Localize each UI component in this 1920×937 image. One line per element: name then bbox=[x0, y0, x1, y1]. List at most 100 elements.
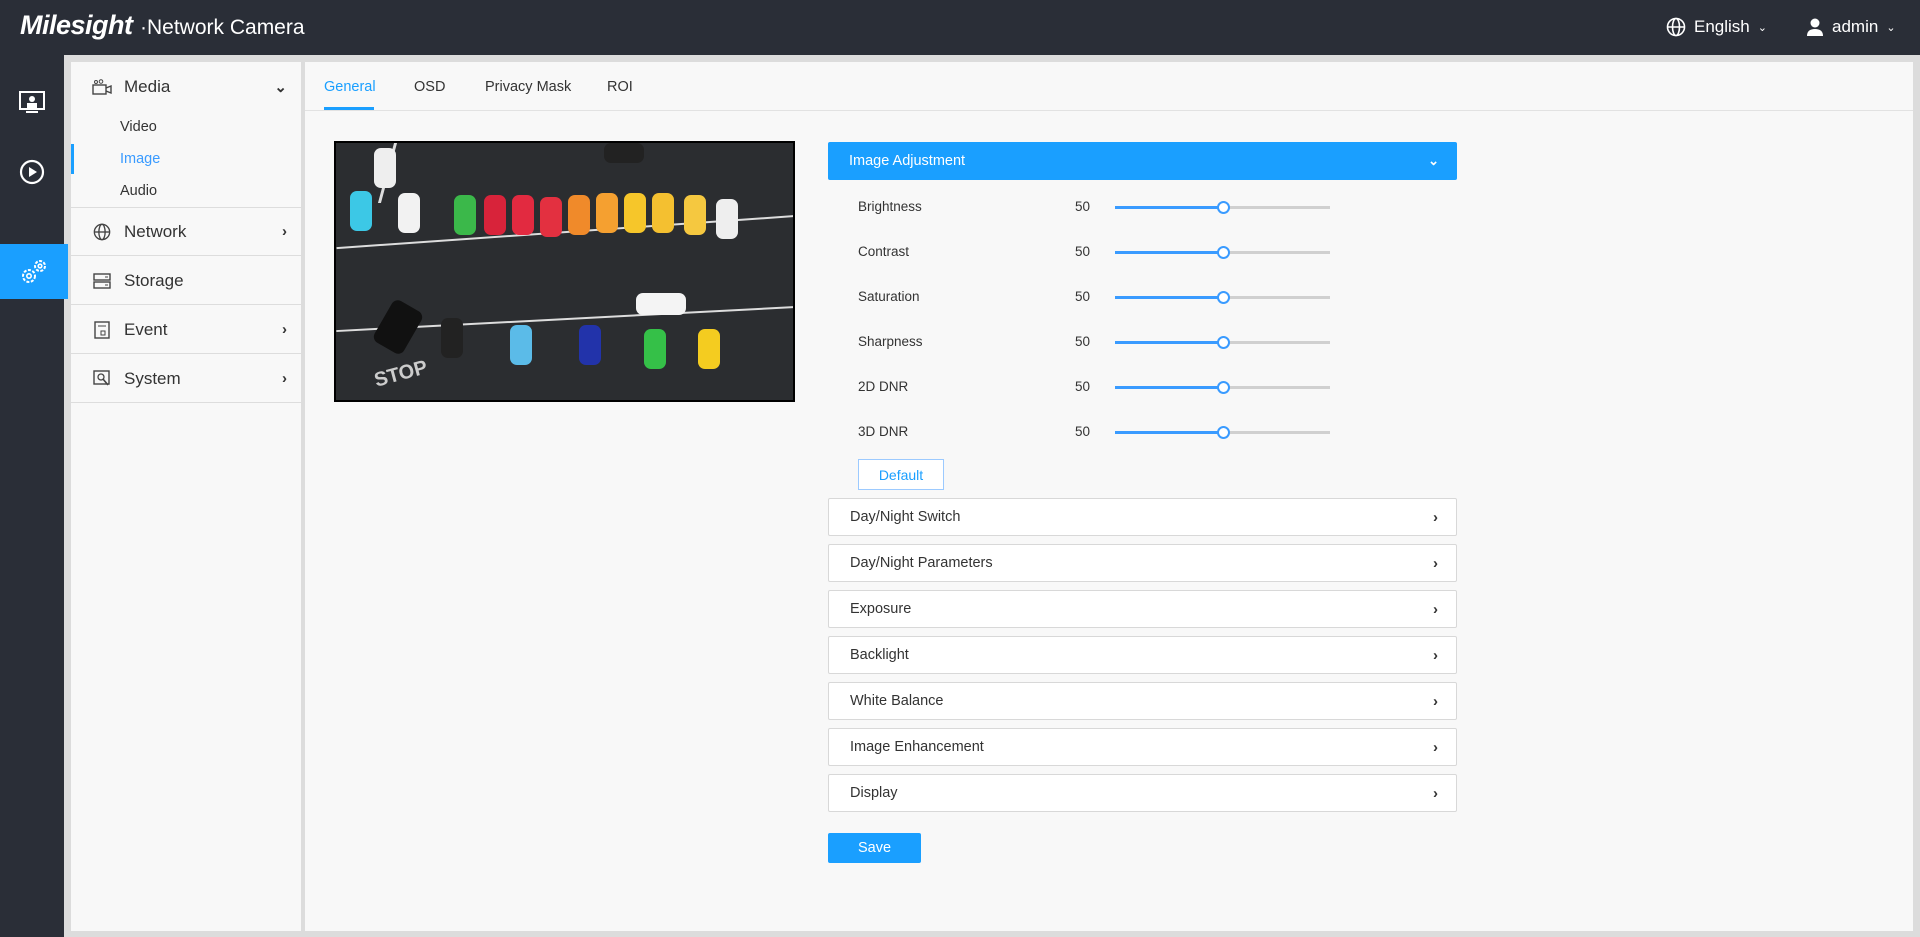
slider-row-2d-dnr: 2D DNR 50 bbox=[858, 377, 1378, 397]
slider-fill bbox=[1115, 431, 1223, 434]
logo: Milesight bbox=[20, 10, 133, 40]
chevron-down-icon: ⌄ bbox=[1757, 21, 1767, 34]
slider-handle[interactable] bbox=[1216, 246, 1230, 259]
sidebar-item-label: System bbox=[124, 368, 181, 388]
slider-fill bbox=[1115, 386, 1223, 389]
slider-track[interactable] bbox=[1115, 381, 1330, 394]
user-label: admin bbox=[1832, 17, 1879, 36]
slider-track[interactable] bbox=[1115, 336, 1330, 349]
playback-icon bbox=[19, 159, 45, 184]
section-backlight[interactable]: Backlight › bbox=[828, 636, 1457, 674]
save-button[interactable]: Save bbox=[828, 833, 921, 863]
sidebar-subitem-video[interactable]: Video bbox=[120, 119, 157, 135]
rail-live-view[interactable] bbox=[0, 75, 64, 130]
chevron-right-icon: › bbox=[1433, 738, 1438, 756]
tab-underline bbox=[324, 107, 374, 110]
sidebar: Media ⌄ Video Image Audio Network › Stor… bbox=[71, 62, 301, 931]
section-day-night-switch[interactable]: Day/Night Switch › bbox=[828, 498, 1457, 536]
stop-marking: STOP bbox=[371, 356, 430, 392]
main-panel: General OSD Privacy Mask ROI STOP Image … bbox=[305, 62, 1913, 931]
chevron-right-icon: › bbox=[1433, 508, 1438, 526]
chevron-right-icon: › bbox=[1433, 646, 1438, 664]
chevron-right-icon: › bbox=[1433, 600, 1438, 618]
slider-label: Saturation bbox=[858, 289, 920, 304]
section-title: Backlight bbox=[850, 647, 909, 663]
section-exposure[interactable]: Exposure › bbox=[828, 590, 1457, 628]
slider-handle[interactable] bbox=[1216, 426, 1230, 439]
language-label: English bbox=[1694, 17, 1750, 36]
sidebar-item-system[interactable]: System › bbox=[71, 355, 301, 403]
globe-icon bbox=[1666, 17, 1686, 37]
section-display[interactable]: Display › bbox=[828, 774, 1457, 812]
sidebar-item-label: Network bbox=[124, 221, 187, 241]
slider-handle[interactable] bbox=[1216, 336, 1230, 349]
slider-label: Brightness bbox=[858, 199, 922, 214]
user-menu[interactable]: admin ⌄ bbox=[1806, 17, 1896, 37]
slider-handle[interactable] bbox=[1216, 291, 1230, 304]
section-day-night-parameters[interactable]: Day/Night Parameters › bbox=[828, 544, 1457, 582]
divider bbox=[71, 207, 301, 208]
section-title: Image Adjustment bbox=[849, 153, 966, 169]
slider-fill bbox=[1115, 251, 1223, 254]
slider-row-sharpness: Sharpness 50 bbox=[858, 332, 1378, 352]
sidebar-subitem-audio[interactable]: Audio bbox=[120, 183, 158, 199]
tab-general[interactable]: General bbox=[324, 79, 376, 95]
chevron-right-icon: › bbox=[1433, 784, 1438, 802]
chevron-down-icon: ⌄ bbox=[274, 79, 287, 96]
slider-handle[interactable] bbox=[1216, 381, 1230, 394]
slider-row-brightness: Brightness 50 bbox=[858, 197, 1378, 217]
slider-value: 50 bbox=[1075, 379, 1091, 394]
slider-track[interactable] bbox=[1115, 291, 1330, 304]
section-title: Exposure bbox=[850, 601, 912, 617]
left-rail bbox=[0, 55, 68, 937]
slider-track[interactable] bbox=[1115, 426, 1330, 439]
settings-icon bbox=[22, 259, 46, 283]
chevron-right-icon: › bbox=[282, 321, 287, 338]
rail-playback[interactable] bbox=[0, 144, 64, 199]
slider-label: Sharpness bbox=[858, 334, 923, 349]
section-title: Day/Night Parameters bbox=[850, 555, 993, 571]
chevron-down-icon: ⌄ bbox=[1428, 153, 1439, 168]
slider-value: 50 bbox=[1075, 244, 1091, 259]
sidebar-item-network[interactable]: Network › bbox=[71, 208, 301, 256]
section-image-enhancement[interactable]: Image Enhancement › bbox=[828, 728, 1457, 766]
app-title: ·Network Camera bbox=[140, 16, 305, 39]
section-title: White Balance bbox=[850, 693, 944, 709]
tab-osd[interactable]: OSD bbox=[414, 79, 446, 95]
section-title: Day/Night Switch bbox=[850, 509, 961, 525]
sidebar-item-event[interactable]: Event › bbox=[71, 306, 301, 354]
tab-privacy-mask[interactable]: Privacy Mask bbox=[485, 79, 572, 95]
storage-icon bbox=[92, 272, 112, 289]
camera-preview: STOP bbox=[334, 141, 795, 402]
default-button[interactable]: Default bbox=[858, 459, 944, 490]
slider-track[interactable] bbox=[1115, 201, 1330, 214]
media-camera-icon bbox=[92, 79, 112, 95]
sidebar-item-label: Media bbox=[124, 77, 171, 96]
slider-track[interactable] bbox=[1115, 246, 1330, 259]
live-view-icon bbox=[19, 90, 45, 113]
tab-roi[interactable]: ROI bbox=[607, 79, 633, 95]
slider-fill bbox=[1115, 341, 1223, 344]
slider-label: 2D DNR bbox=[858, 379, 909, 394]
rail-settings[interactable] bbox=[0, 244, 68, 299]
section-white-balance[interactable]: White Balance › bbox=[828, 682, 1457, 720]
top-header: Milesight ·Network Camera English ⌄ admi… bbox=[0, 0, 1920, 55]
slider-label: 3D DNR bbox=[858, 424, 909, 439]
globe-icon bbox=[92, 223, 112, 241]
image-adjustment-header[interactable]: Image Adjustment ⌄ bbox=[828, 142, 1457, 180]
section-title: Display bbox=[850, 785, 898, 801]
active-indicator bbox=[71, 144, 74, 174]
slider-value: 50 bbox=[1075, 289, 1091, 304]
chevron-right-icon: › bbox=[282, 223, 287, 240]
slider-row-saturation: Saturation 50 bbox=[858, 287, 1378, 307]
chevron-right-icon: › bbox=[1433, 692, 1438, 710]
event-icon bbox=[92, 320, 112, 339]
tab-bar: General OSD Privacy Mask ROI bbox=[305, 62, 1913, 111]
sidebar-item-media[interactable]: Media ⌄ bbox=[71, 63, 301, 111]
slider-fill bbox=[1115, 296, 1223, 299]
sidebar-item-label: Event bbox=[124, 319, 168, 339]
sidebar-item-storage[interactable]: Storage bbox=[71, 257, 301, 305]
language-selector[interactable]: English ⌄ bbox=[1666, 17, 1767, 37]
slider-handle[interactable] bbox=[1216, 201, 1230, 214]
sidebar-subitem-image[interactable]: Image bbox=[120, 151, 161, 167]
